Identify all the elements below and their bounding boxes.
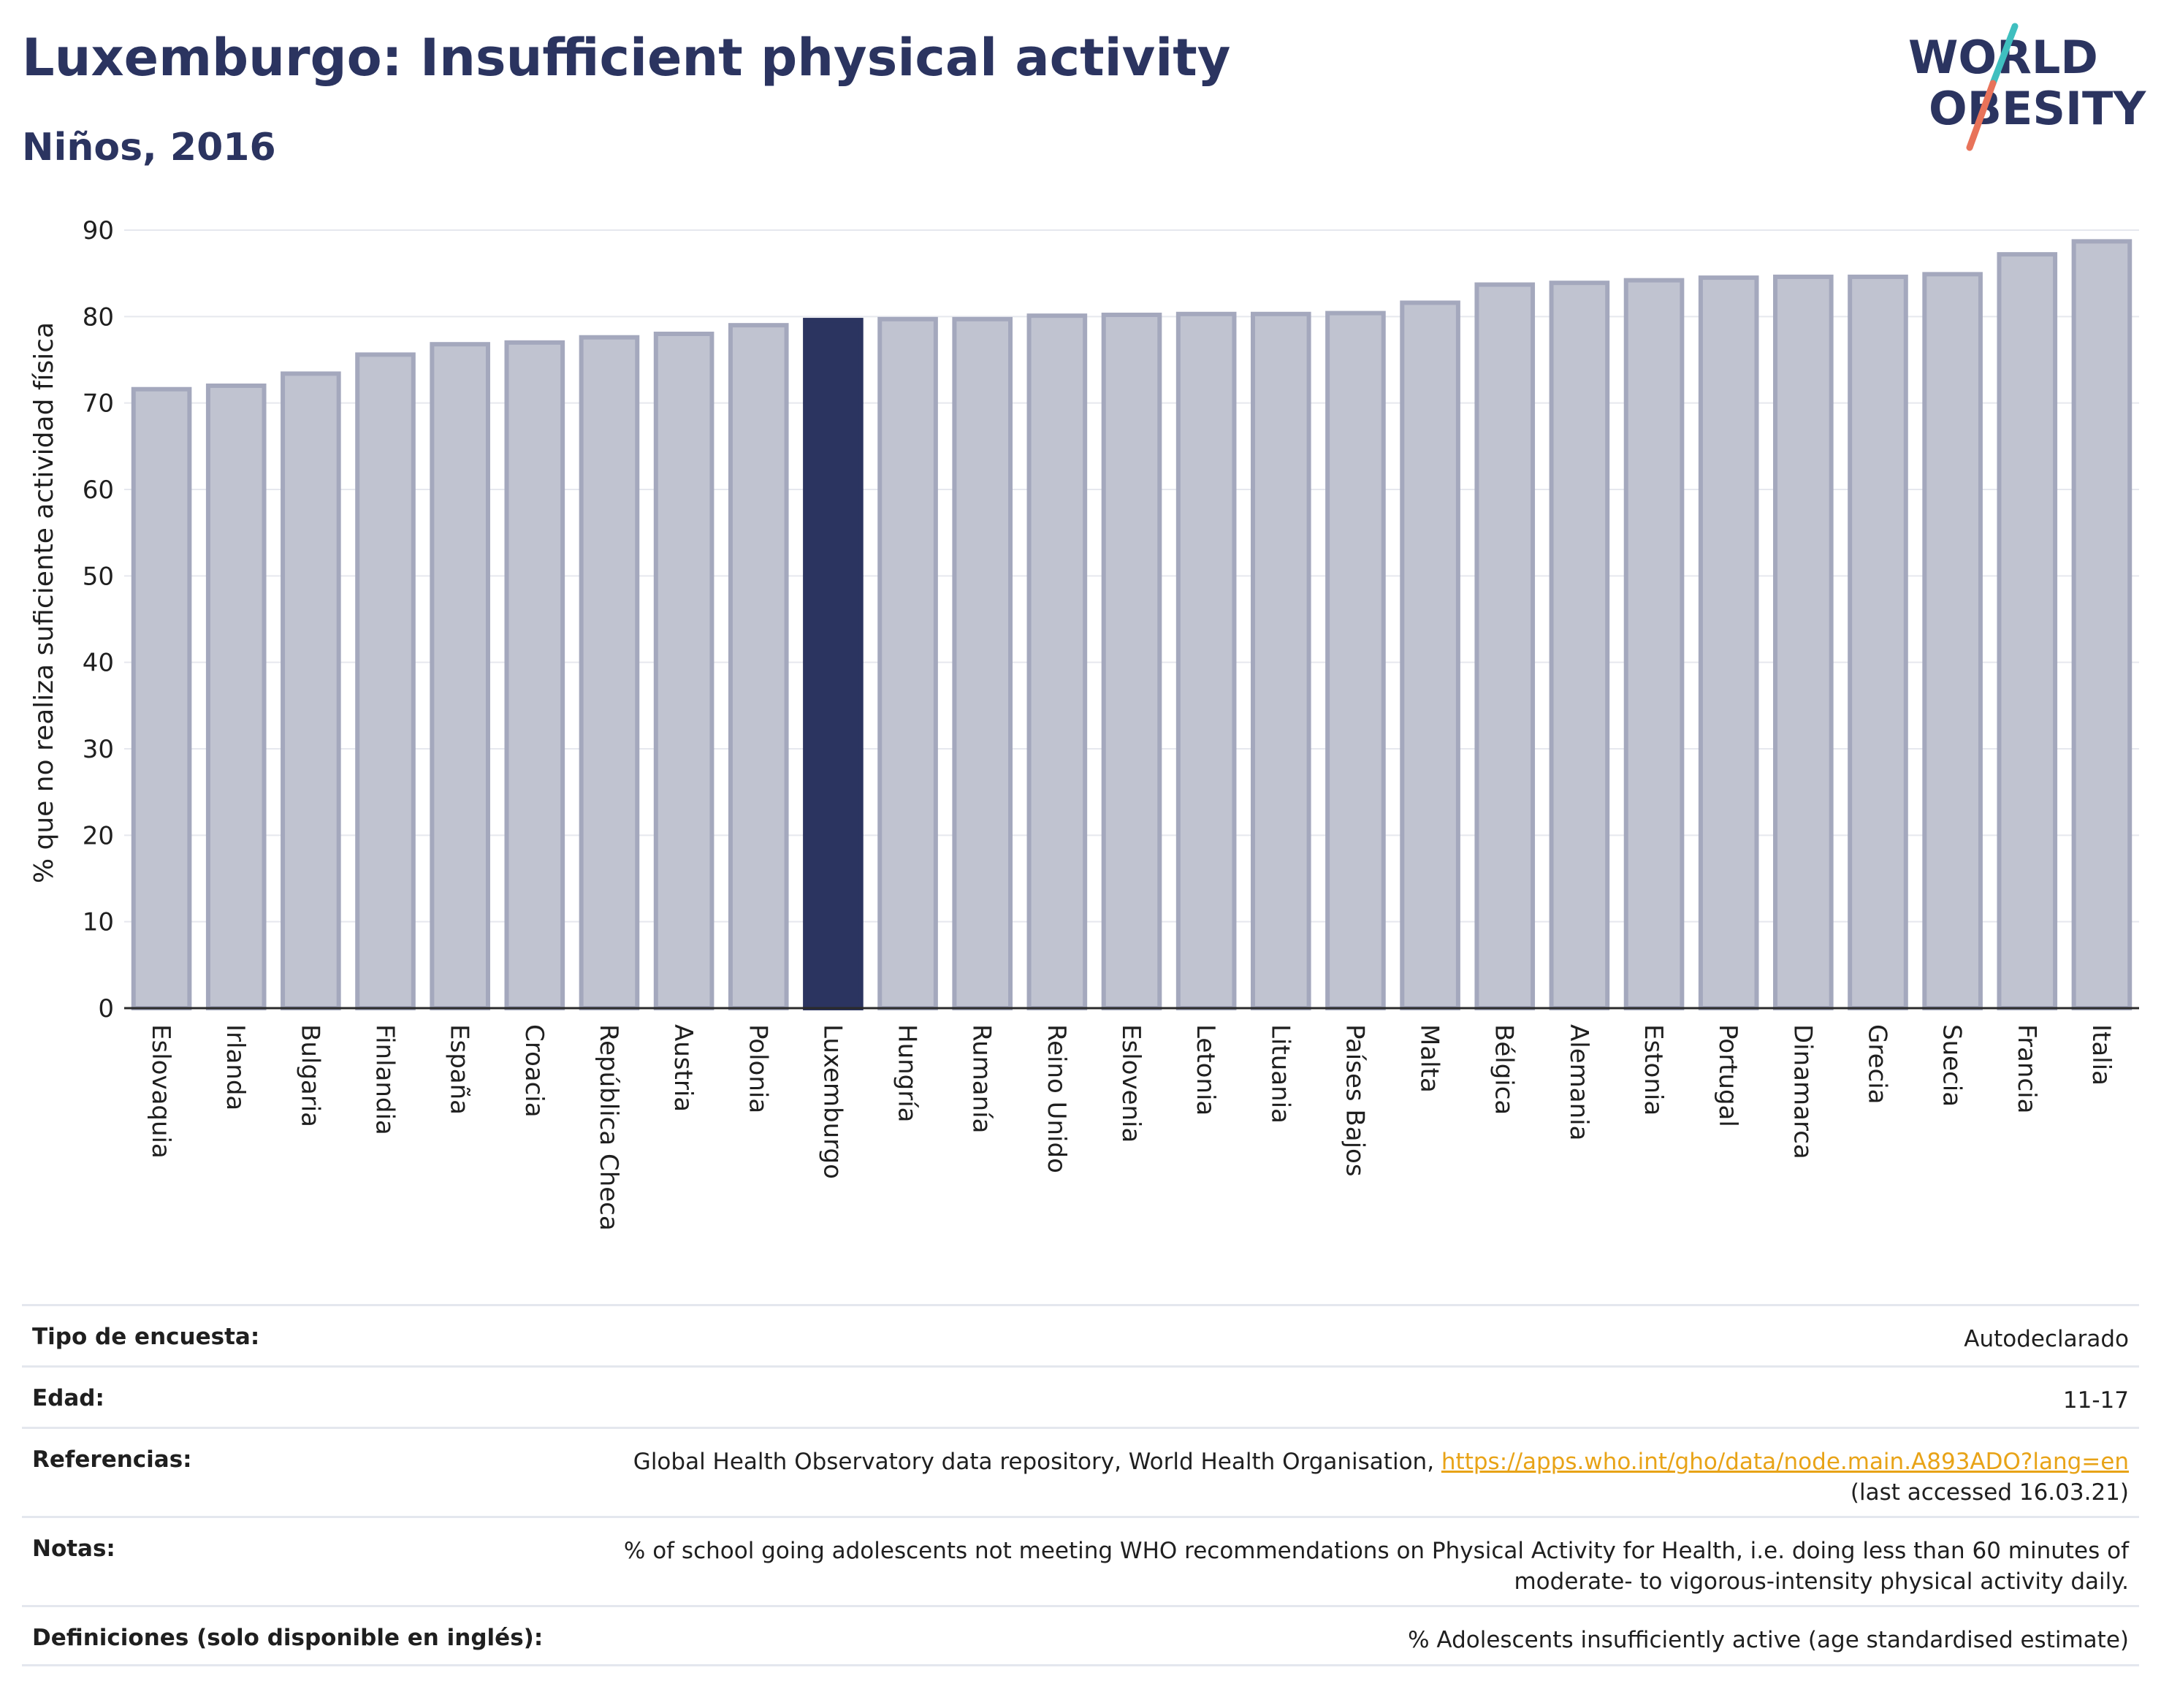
x-tick-label: Italia — [2086, 1024, 2116, 1086]
x-tick-label: España — [445, 1024, 474, 1115]
x-tick-label: Malta — [1415, 1024, 1444, 1093]
chart-subtitle: Niños, 2016 — [22, 126, 276, 169]
bar-estonia — [1623, 278, 1685, 1010]
bar-bulgaria — [281, 371, 341, 1010]
logo-slash-top — [1989, 23, 2019, 87]
axes: 0 10 20 30 40 50 60 70 80 90 Eslovaquia Irlanda Bulg… — [83, 216, 2139, 1231]
x-tick-label: Eslovaquia — [146, 1024, 175, 1159]
x-tick-label: Bulgaria — [295, 1024, 324, 1127]
bar-lituania — [1250, 311, 1311, 1010]
x-tick-label: Portugal — [1713, 1024, 1742, 1127]
y-tick-label: 60 — [83, 476, 114, 505]
bar-polonia — [728, 323, 789, 1010]
x-tick-label: Austria — [668, 1024, 698, 1112]
y-tick-label: 10 — [83, 908, 114, 937]
x-tick-label: Países Bajos — [1340, 1024, 1369, 1177]
x-tick-label: Alemania — [1564, 1024, 1593, 1140]
x-tick-label: Polonia — [743, 1024, 772, 1113]
y-tick-label: 30 — [83, 735, 114, 764]
logo-slash-bottom — [1966, 80, 1997, 151]
bar-hungría — [877, 316, 938, 1010]
y-tick-label: 50 — [83, 562, 114, 591]
x-tick-label: Luxemburgo — [817, 1024, 847, 1179]
x-tick-label: Estonia — [1639, 1024, 1668, 1116]
bar-irlanda — [205, 384, 267, 1010]
info-row-definitions: Definiciones (solo disponible en inglés)… — [22, 1605, 2139, 1666]
survey-type-label: Tipo de encuesta: — [32, 1324, 260, 1350]
bar-eslovaquia — [131, 386, 192, 1010]
notes-label: Notas: — [32, 1536, 115, 1562]
bar-croacia — [504, 340, 565, 1011]
x-tick-label: Bélgica — [1490, 1024, 1519, 1115]
info-table: Tipo de encuesta: Autodeclarado Edad: 11… — [22, 1304, 2139, 1666]
survey-type-value: Autodeclarado — [1964, 1326, 2129, 1352]
x-tick-label: Eslovenia — [1116, 1024, 1146, 1143]
references-label: Referencias: — [32, 1446, 192, 1473]
info-row-notes: Notas: % of school going adolescents not… — [22, 1516, 2139, 1605]
bar-letonia — [1175, 311, 1237, 1010]
y-tick-label: 70 — [83, 389, 114, 419]
x-tick-label: Rumanía — [967, 1024, 996, 1133]
references-accessed: (last accessed 16.03.21) — [1850, 1479, 2129, 1506]
x-tick-label: República Checa — [594, 1024, 623, 1231]
x-tick-label: Hungría — [893, 1024, 922, 1123]
references-text: Global Health Observatory data repositor… — [633, 1449, 1441, 1475]
info-row-age: Edad: 11-17 — [22, 1365, 2139, 1427]
bar-alemania — [1549, 281, 1610, 1010]
bars — [131, 239, 2133, 1011]
info-row-survey-type: Tipo de encuesta: Autodeclarado — [22, 1304, 2139, 1365]
y-tick-label: 80 — [83, 302, 114, 332]
bar-países-bajos — [1325, 310, 1386, 1011]
y-tick-label: 90 — [83, 216, 114, 245]
bar-españa — [430, 342, 490, 1010]
x-tick-label: Letonia — [1191, 1024, 1220, 1116]
bar-reino-unido — [1026, 313, 1088, 1010]
chart-title: Luxemburgo: Insufficient physical activi… — [22, 28, 1231, 88]
y-axis-label: % que no realiza suficiente actividad fí… — [29, 322, 59, 883]
bar-malta — [1400, 300, 1460, 1010]
info-row-references: Referencias: Global Health Observatory d… — [22, 1427, 2139, 1516]
definitions-label: Definiciones (solo disponible en inglés)… — [32, 1625, 544, 1651]
x-tick-label: Suecia — [1937, 1024, 1967, 1107]
y-tick-label: 40 — [83, 649, 114, 678]
y-tick-label: 0 — [98, 994, 114, 1023]
references-link[interactable]: https://apps.who.int/gho/data/node.main.… — [1441, 1449, 2129, 1475]
bar-república-checa — [579, 335, 640, 1010]
x-tick-label: Reino Unido — [1042, 1024, 1071, 1173]
references-value: Global Health Observatory data repositor… — [633, 1446, 2129, 1508]
x-tick-label: Irlanda — [221, 1024, 250, 1110]
age-label: Edad: — [32, 1385, 104, 1411]
bar-francia — [1997, 252, 2058, 1011]
notes-value: % of school going adolescents not meetin… — [623, 1538, 2129, 1595]
age-value: 11-17 — [2062, 1387, 2129, 1414]
x-tick-label: Grecia — [1862, 1024, 1891, 1104]
bar-grecia — [1848, 274, 1908, 1010]
x-tick-label: Dinamarca — [1788, 1024, 1817, 1159]
bar-italia — [2071, 239, 2133, 1011]
bar-rumanía — [952, 316, 1013, 1010]
x-tick-label: Finlandia — [370, 1024, 400, 1135]
y-tick-label: 20 — [83, 821, 114, 850]
bar-austria — [653, 332, 714, 1010]
x-tick-label: Lituania — [1265, 1024, 1295, 1124]
bar-eslovenia — [1101, 312, 1162, 1010]
definitions-value: % Adolescents insufficiently active (age… — [1408, 1627, 2129, 1653]
x-tick-label: Croacia — [519, 1024, 549, 1118]
bar-luxemburgo — [803, 318, 864, 1011]
bar-suecia — [1922, 272, 1983, 1011]
bar-dinamarca — [1773, 274, 1834, 1010]
bar-bélgica — [1474, 282, 1536, 1010]
bar-chart: 0 10 20 30 40 50 60 70 80 90 Eslovaquia Irlanda Bulg… — [29, 216, 2139, 1231]
x-tick-label: Francia — [2012, 1024, 2041, 1113]
bar-finlandia — [355, 352, 416, 1010]
bar-portugal — [1698, 275, 1759, 1011]
logo-line2: OBESITY — [1929, 82, 2146, 135]
world-obesity-logo: WORLD OBESITY — [1908, 23, 2146, 151]
